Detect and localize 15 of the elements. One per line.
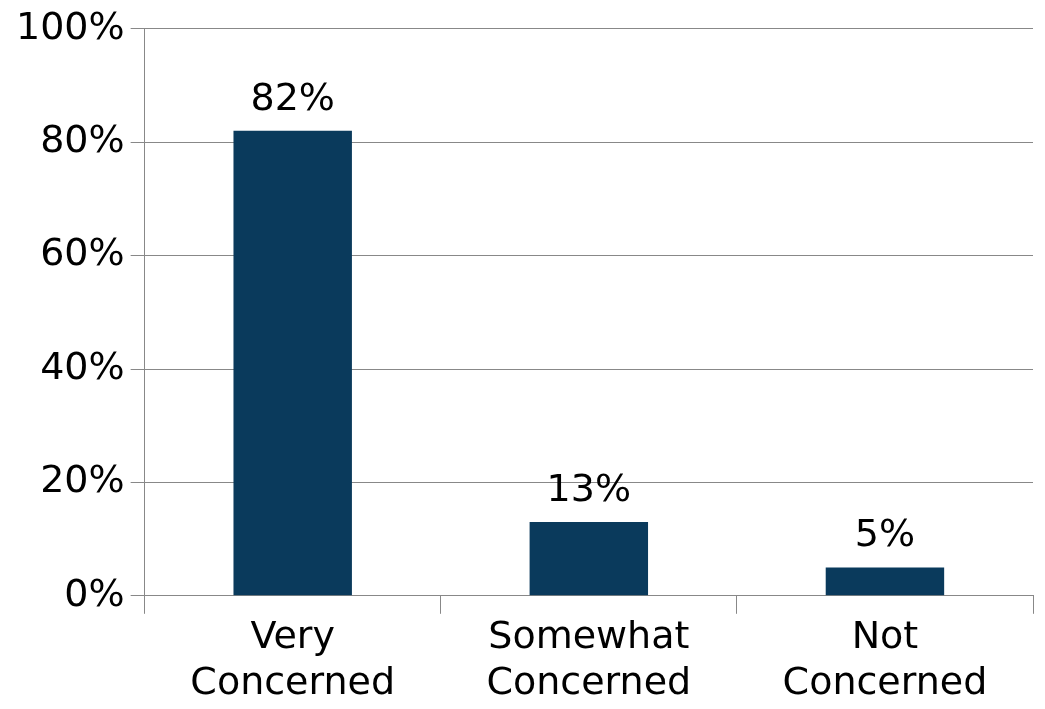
y-tick-label: 0% [64, 570, 125, 615]
bar [233, 130, 352, 596]
y-tick-label: 100% [16, 3, 125, 48]
data-label: 82% [250, 74, 335, 119]
y-tick-label: 40% [40, 343, 125, 388]
data-label: 13% [546, 465, 632, 510]
y-tick-label: 80% [40, 117, 125, 162]
y-tick-label: 60% [40, 230, 125, 275]
bar [825, 567, 945, 596]
data-label: 5% [854, 511, 916, 556]
y-tick-label: 20% [40, 457, 125, 502]
bar [529, 522, 649, 596]
x-tick-label: Somewhat Concerned [486, 613, 692, 704]
x-tick-label: Very Concerned [190, 613, 396, 704]
x-tick-label: Not Concerned [782, 613, 988, 704]
